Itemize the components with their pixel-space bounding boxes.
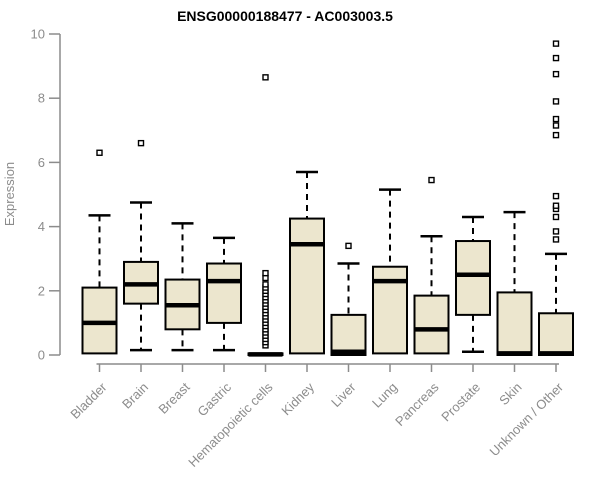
outlier-point (552, 70, 560, 78)
x-tick-label: Gastric (194, 379, 234, 419)
y-tick-label: 8 (38, 91, 45, 106)
x-tick-label: Pancreas (392, 379, 442, 429)
outlier-point (262, 281, 269, 288)
outlier-point (552, 40, 560, 47)
outlier-point (552, 228, 560, 235)
box-group (123, 139, 159, 352)
box-group (372, 188, 408, 355)
box-rect (538, 312, 574, 356)
outlier-point (552, 213, 560, 221)
outlier-point (552, 115, 560, 123)
outlier-point (552, 98, 560, 105)
box-group (455, 215, 491, 354)
box-group (247, 74, 284, 357)
outlier-point (552, 202, 560, 209)
box-rect (206, 262, 242, 324)
outlier-point (96, 149, 103, 156)
box-rect (330, 313, 367, 356)
x-tick-label: Skin (496, 380, 524, 408)
outlier-point (262, 74, 269, 81)
outlier-point (552, 192, 560, 200)
x-tick-label: Brain (119, 380, 151, 412)
box-group (538, 40, 574, 356)
box-group (81, 149, 118, 355)
box-rect (413, 294, 450, 355)
outlier-point (262, 269, 269, 277)
box-rect (81, 286, 118, 355)
box-group (496, 210, 533, 356)
x-tick-label: Bladder (67, 379, 110, 422)
outlier-point (552, 236, 560, 243)
y-tick-label: 2 (38, 283, 45, 298)
y-tick-label: 6 (38, 155, 45, 170)
box-group (289, 170, 325, 355)
outlier-point (552, 131, 560, 139)
x-tick-label: Liver (328, 379, 359, 410)
outlier-point (345, 242, 352, 250)
box-rect (289, 217, 325, 355)
y-axis-title: Expression (2, 162, 17, 226)
y-tick-label: 0 (38, 348, 45, 363)
box-group (413, 176, 450, 355)
x-tick-label: Breast (155, 379, 192, 416)
outlier-point (137, 139, 145, 147)
y-tick-label: 4 (38, 219, 45, 234)
x-tick-label: Kidney (278, 379, 317, 418)
box-group (330, 242, 367, 356)
x-tick-label: Prostate (438, 380, 483, 425)
box-rect (496, 291, 533, 356)
y-tick-label: 10 (31, 27, 45, 42)
outlier-point (552, 122, 560, 129)
x-tick-label: Lung (369, 380, 400, 411)
boxes-layer (81, 40, 574, 357)
outlier-point (428, 176, 435, 184)
box-rect (455, 240, 491, 316)
x-tick-label: Unknown / Other (487, 379, 567, 459)
box-group (164, 222, 201, 352)
box-group (206, 236, 242, 352)
outlier-point (552, 54, 560, 62)
chart-title: ENSG00000188477 - AC003003.5 (177, 8, 393, 24)
